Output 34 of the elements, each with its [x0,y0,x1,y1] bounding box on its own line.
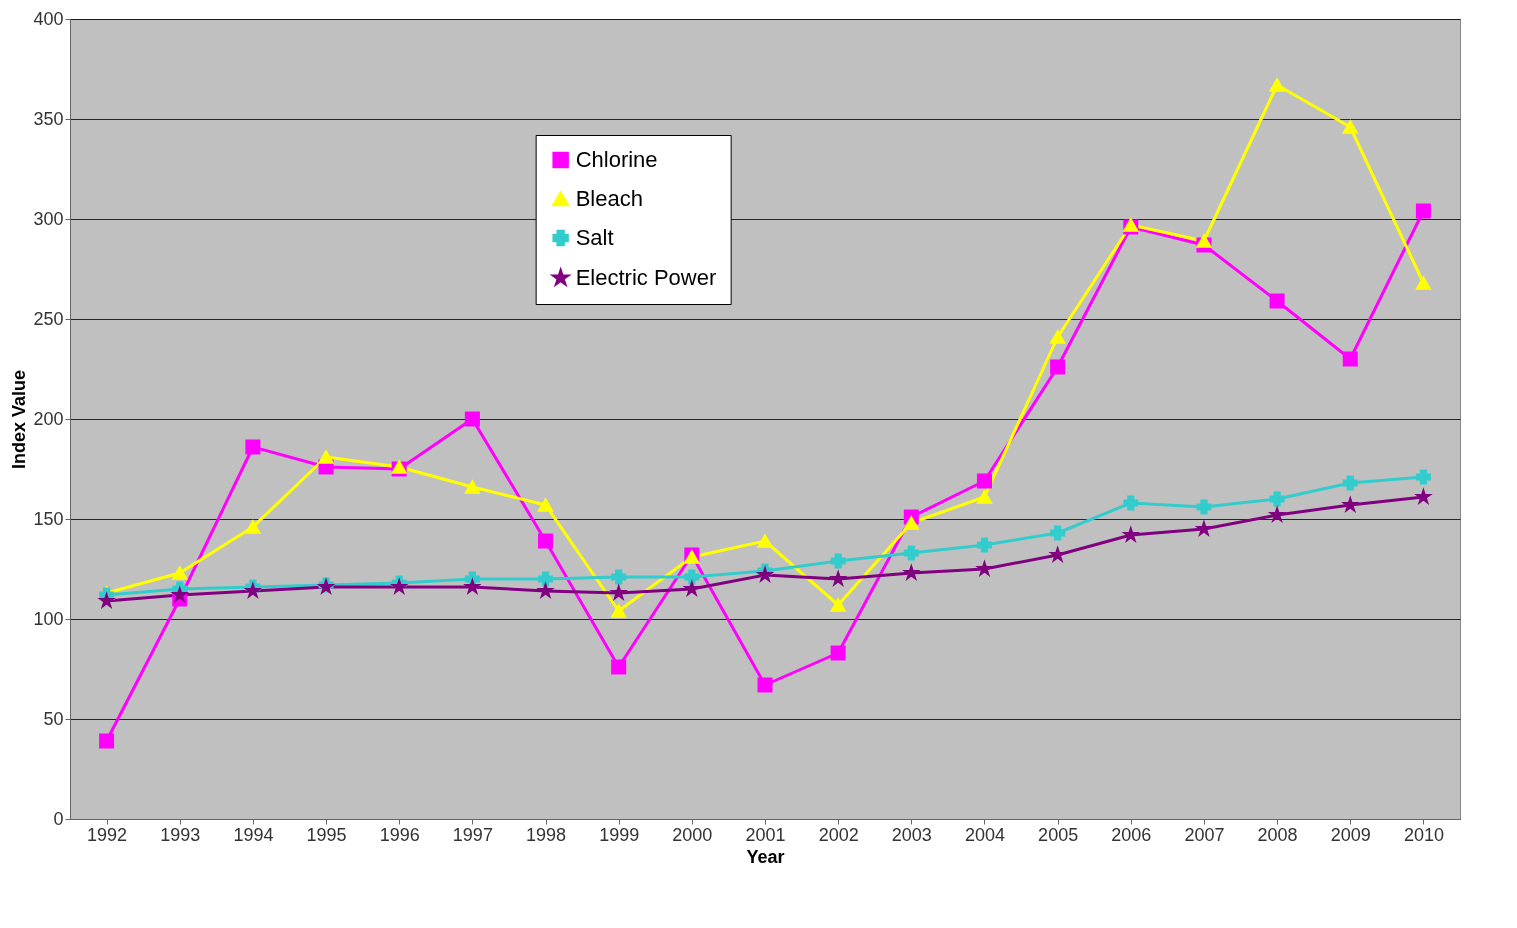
x-tick-label: 2007 [1184,824,1225,845]
y-tick-label: 50 [43,708,64,729]
x-tick-label: 1995 [306,824,347,845]
x-tick-label: 1994 [233,824,274,845]
x-tick-label: 2002 [818,824,859,845]
x-tick-label: 2004 [964,824,1005,845]
x-tick-label: 1992 [87,824,128,845]
legend-label: Salt [575,225,614,250]
x-tick-label: 1993 [160,824,201,845]
x-tick-label: 1999 [599,824,640,845]
y-tick-label: 150 [33,508,64,529]
y-tick-label: 200 [33,408,64,429]
x-tick-label: 2009 [1330,824,1371,845]
x-tick-label: 2006 [1111,824,1152,845]
y-tick-label: 400 [33,8,64,29]
y-tick-label: 100 [33,608,64,629]
x-tick-label: 2003 [891,824,932,845]
legend-label: Electric Power [575,265,717,290]
y-tick-label: 250 [33,308,64,329]
x-tick-label: 1997 [452,824,493,845]
legend-label: Bleach [575,186,643,211]
x-tick-label: 1996 [379,824,420,845]
y-tick-label: 0 [53,808,64,829]
x-tick-label: 2008 [1257,824,1298,845]
x-tick-label: 2001 [745,824,786,845]
y-tick-label: 350 [33,108,64,129]
x-tick-label: 2000 [672,824,713,845]
x-axis-title: Year [746,846,785,867]
y-axis-title: Index Value [9,369,30,470]
legend-label: Chlorine [575,147,658,172]
x-tick-label: 2010 [1403,824,1444,845]
y-tick-label: 300 [33,208,64,229]
x-tick-label: 2005 [1038,824,1079,845]
x-tick-label: 1998 [526,824,567,845]
